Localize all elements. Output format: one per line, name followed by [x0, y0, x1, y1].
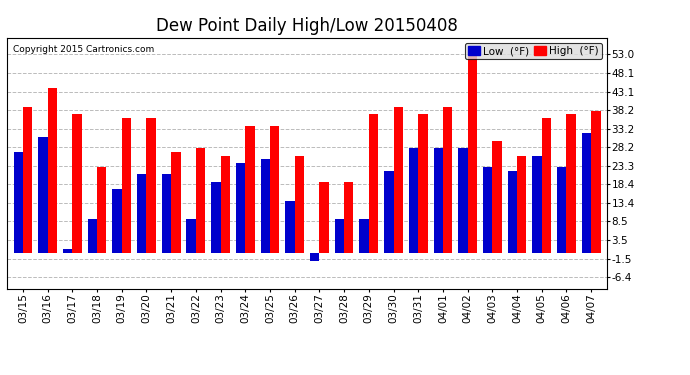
Bar [533, 156, 542, 253]
Bar [335, 219, 344, 253]
Bar [270, 126, 279, 253]
Bar [146, 118, 156, 253]
Bar [14, 152, 23, 253]
Bar [384, 171, 393, 253]
Bar [433, 148, 443, 253]
Bar [566, 114, 576, 253]
Bar [112, 189, 121, 253]
Bar [310, 253, 319, 261]
Title: Dew Point Daily High/Low 20150408: Dew Point Daily High/Low 20150408 [156, 16, 458, 34]
Bar [542, 118, 551, 253]
Bar [245, 126, 255, 253]
Bar [211, 182, 221, 253]
Bar [285, 201, 295, 253]
Bar [236, 163, 245, 253]
Bar [319, 182, 329, 253]
Bar [48, 88, 57, 253]
Bar [393, 107, 403, 253]
Bar [88, 219, 97, 253]
Bar [161, 174, 171, 253]
Bar [63, 249, 72, 253]
Bar [171, 152, 181, 253]
Bar [508, 171, 517, 253]
Bar [137, 174, 146, 253]
Bar [72, 114, 81, 253]
Bar [557, 167, 566, 253]
Bar [369, 114, 378, 253]
Bar [295, 156, 304, 253]
Bar [483, 167, 493, 253]
Bar [468, 51, 477, 253]
Bar [121, 118, 131, 253]
Bar [443, 107, 453, 253]
Bar [344, 182, 353, 253]
Bar [196, 148, 205, 253]
Bar [38, 137, 48, 253]
Bar [186, 219, 196, 253]
Bar [359, 219, 369, 253]
Bar [418, 114, 428, 253]
Bar [458, 148, 468, 253]
Bar [221, 156, 230, 253]
Bar [261, 159, 270, 253]
Bar [23, 107, 32, 253]
Bar [97, 167, 106, 253]
Bar [409, 148, 418, 253]
Bar [493, 141, 502, 253]
Bar [517, 156, 526, 253]
Legend: Low  (°F), High  (°F): Low (°F), High (°F) [464, 43, 602, 59]
Bar [591, 111, 600, 253]
Bar [582, 133, 591, 253]
Text: Copyright 2015 Cartronics.com: Copyright 2015 Cartronics.com [13, 45, 154, 54]
